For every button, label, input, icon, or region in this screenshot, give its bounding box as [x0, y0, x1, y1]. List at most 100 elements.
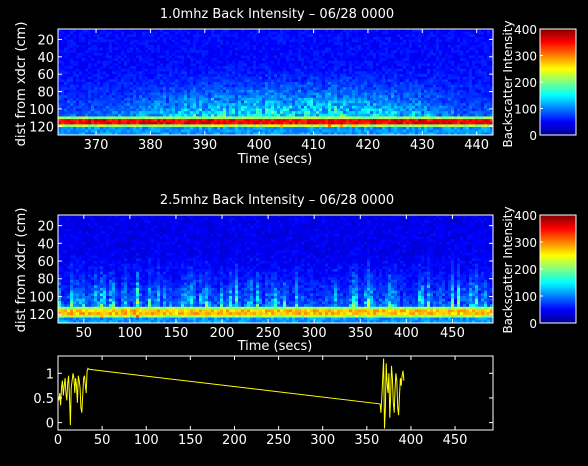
heatmap-cell — [352, 63, 356, 67]
heatmap-cell — [409, 108, 413, 112]
heatmap-cell — [271, 31, 275, 35]
heatmap-cell — [163, 39, 167, 43]
heatmap-cell — [400, 79, 404, 83]
heatmap-cell — [139, 34, 143, 38]
heatmap-cell — [415, 84, 419, 88]
heatmap-cell — [280, 42, 284, 46]
heatmap-cell — [79, 36, 83, 41]
heatmap-cell — [373, 92, 377, 96]
heatmap-cell — [451, 84, 455, 88]
heatmap-cell — [232, 87, 236, 91]
heatmap-cell — [313, 79, 317, 83]
heatmap-cell — [112, 108, 116, 112]
heatmap-cell — [61, 84, 65, 88]
heatmap-cell — [313, 47, 317, 51]
heatmap-cell — [217, 29, 221, 33]
heatmap-cell — [82, 79, 86, 83]
heatmap-cell — [349, 84, 353, 88]
heatmap-cell — [310, 50, 314, 54]
heatmap-cell — [97, 66, 101, 70]
heatmap-cell — [271, 52, 275, 57]
heatmap-cell — [340, 105, 344, 110]
heatmap-cell — [328, 50, 332, 54]
heatmap-cell — [421, 108, 425, 112]
heatmap-cell — [271, 97, 275, 102]
heatmap-cell — [88, 71, 92, 75]
heatmap-cell — [67, 52, 71, 57]
heatmap-cell — [274, 89, 278, 94]
heatmap-cell — [277, 34, 281, 38]
heatmap-cell — [436, 97, 440, 102]
heatmap-cell — [352, 66, 356, 70]
heatmap-cell — [406, 113, 410, 118]
heatmap-cell — [343, 74, 347, 78]
heatmap-cell — [337, 113, 341, 118]
heatmap-cell — [157, 92, 161, 96]
heatmap-cell — [109, 63, 113, 67]
heatmap-cell — [406, 52, 410, 57]
heatmap-cell — [181, 29, 185, 33]
heatmap-cell — [322, 111, 326, 115]
heatmap-cell — [217, 58, 221, 62]
heatmap-cell — [265, 87, 269, 91]
heatmap-cell — [415, 97, 419, 102]
heatmap-cell — [157, 116, 161, 120]
heatmap-cell — [166, 82, 170, 86]
heatmap-cell — [409, 36, 413, 41]
heatmap-cell — [439, 100, 443, 104]
heatmap-cell — [460, 47, 464, 51]
heatmap-cell — [394, 68, 398, 72]
heatmap-cell — [292, 63, 296, 67]
heatmap-cell — [484, 84, 488, 88]
heatmap-cell — [142, 42, 146, 46]
heatmap-cell — [100, 34, 104, 38]
heatmap-cell — [160, 39, 164, 43]
heatmap-cell — [340, 63, 344, 67]
heatmap-cell — [277, 89, 281, 94]
heatmap-cell — [148, 95, 152, 99]
heatmap-cell — [418, 36, 422, 41]
heatmap-cell — [403, 47, 407, 51]
heatmap-cell — [406, 29, 410, 33]
heatmap-cell — [259, 97, 263, 102]
heatmap-cell — [304, 52, 308, 57]
heatmap-cell — [259, 76, 263, 80]
heatmap-cell — [82, 31, 86, 35]
heatmap-cell — [415, 36, 419, 41]
heatmap-cell — [82, 66, 86, 70]
heatmap-cell — [331, 55, 335, 59]
heatmap-cell — [199, 111, 203, 115]
heatmap-cell — [109, 92, 113, 96]
heatmap-cell — [487, 39, 491, 43]
heatmap-cell — [154, 119, 158, 123]
heatmap-cell — [313, 103, 317, 107]
heatmap-cell — [358, 108, 362, 112]
heatmap-cell — [313, 29, 317, 33]
heatmap-cell — [427, 79, 431, 83]
heatmap-cell — [460, 108, 464, 112]
heatmap-cell — [322, 79, 326, 83]
heatmap-cell — [451, 36, 455, 41]
heatmap-cell — [472, 103, 476, 107]
heatmap-cell — [373, 71, 377, 75]
heatmap-cell — [292, 58, 296, 62]
heatmap-cell — [250, 79, 254, 83]
heatmap-cell — [154, 103, 158, 107]
heatmap-cell — [487, 63, 491, 67]
heatmap-cell — [304, 66, 308, 70]
heatmap-cell — [373, 34, 377, 38]
heatmap-cell — [226, 116, 230, 120]
heatmap-cell — [163, 92, 167, 96]
heatmap-cell — [430, 79, 434, 83]
heatmap-cell — [358, 84, 362, 88]
heatmap-cell — [256, 97, 260, 102]
heatmap-cell — [421, 84, 425, 88]
heatmap-cell — [253, 105, 257, 110]
heatmap-cell — [304, 84, 308, 88]
heatmap-cell — [178, 82, 182, 86]
heatmap-cell — [106, 29, 110, 33]
heatmap-cell — [322, 60, 326, 65]
heatmap-cell — [373, 100, 377, 104]
heatmap-cell — [442, 116, 446, 120]
heatmap-cell — [220, 60, 224, 65]
